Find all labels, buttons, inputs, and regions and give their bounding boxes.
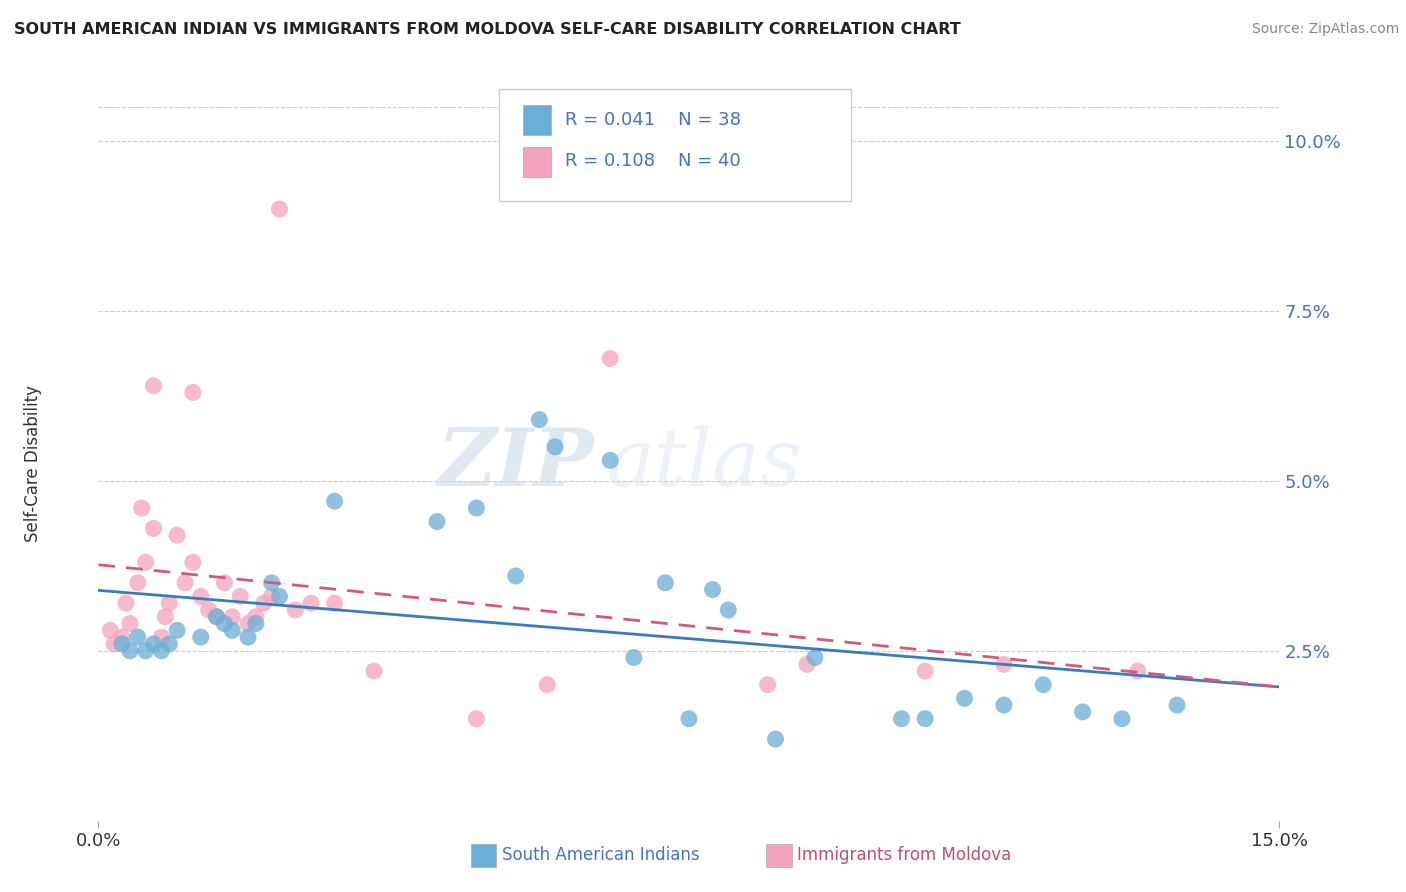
Point	[654, 575, 676, 590]
Point	[150, 644, 173, 658]
Point	[796, 657, 818, 672]
Point	[465, 712, 488, 726]
Point	[174, 575, 197, 590]
Point	[323, 494, 346, 508]
Point	[765, 732, 787, 747]
Text: Self-Care Disability: Self-Care Disability	[24, 385, 42, 542]
Point	[993, 657, 1015, 672]
Point	[236, 616, 259, 631]
Point	[914, 664, 936, 678]
Text: South American Indians: South American Indians	[502, 847, 700, 864]
Point	[1166, 698, 1188, 712]
Text: ZIP: ZIP	[437, 425, 595, 502]
Point	[131, 501, 153, 516]
Point	[1032, 678, 1054, 692]
Point	[623, 650, 645, 665]
Point	[142, 521, 165, 535]
Point	[284, 603, 307, 617]
Point	[529, 412, 551, 426]
Point	[214, 575, 236, 590]
Point	[103, 637, 125, 651]
Point	[181, 385, 204, 400]
Point	[135, 644, 157, 658]
Point	[717, 603, 740, 617]
Point	[804, 650, 827, 665]
Point	[127, 630, 149, 644]
Point	[127, 575, 149, 590]
Point	[599, 351, 621, 366]
Text: Source: ZipAtlas.com: Source: ZipAtlas.com	[1251, 22, 1399, 37]
Point	[426, 515, 449, 529]
Point	[702, 582, 724, 597]
Point	[221, 609, 243, 624]
Point	[157, 637, 180, 651]
Text: SOUTH AMERICAN INDIAN VS IMMIGRANTS FROM MOLDOVA SELF-CARE DISABILITY CORRELATIO: SOUTH AMERICAN INDIAN VS IMMIGRANTS FROM…	[14, 22, 960, 37]
Point	[142, 378, 165, 392]
Point	[505, 569, 527, 583]
Point	[269, 590, 291, 604]
Point	[157, 596, 180, 610]
Point	[111, 630, 134, 644]
Point	[190, 590, 212, 604]
Point	[98, 624, 121, 638]
Point	[190, 630, 212, 644]
Point	[221, 624, 243, 638]
Point	[118, 616, 141, 631]
Point	[205, 609, 228, 624]
Point	[205, 609, 228, 624]
Point	[214, 616, 236, 631]
Point	[229, 590, 252, 604]
Point	[756, 678, 779, 692]
Point	[253, 596, 276, 610]
Point	[155, 609, 177, 624]
Point	[166, 528, 188, 542]
Point	[269, 202, 291, 216]
Point	[181, 555, 204, 569]
Point	[953, 691, 976, 706]
Point	[1126, 664, 1149, 678]
Point	[914, 712, 936, 726]
Point	[135, 555, 157, 569]
Point	[111, 637, 134, 651]
Text: R = 0.108    N = 40: R = 0.108 N = 40	[565, 153, 741, 170]
Point	[465, 501, 488, 516]
Point	[245, 616, 267, 631]
Point	[245, 609, 267, 624]
Text: Immigrants from Moldova: Immigrants from Moldova	[797, 847, 1011, 864]
Point	[236, 630, 259, 644]
Point	[363, 664, 385, 678]
Point	[599, 453, 621, 467]
Point	[993, 698, 1015, 712]
Point	[260, 590, 283, 604]
Point	[150, 630, 173, 644]
Text: R = 0.041    N = 38: R = 0.041 N = 38	[565, 111, 741, 128]
Point	[142, 637, 165, 651]
Point	[166, 624, 188, 638]
Point	[1111, 712, 1133, 726]
Point	[299, 596, 322, 610]
Text: atlas: atlas	[606, 425, 801, 502]
Point	[115, 596, 138, 610]
Point	[678, 712, 700, 726]
Point	[323, 596, 346, 610]
Point	[890, 712, 912, 726]
Point	[118, 644, 141, 658]
Point	[260, 575, 283, 590]
Point	[197, 603, 219, 617]
Point	[544, 440, 567, 454]
Point	[1071, 705, 1094, 719]
Point	[536, 678, 558, 692]
